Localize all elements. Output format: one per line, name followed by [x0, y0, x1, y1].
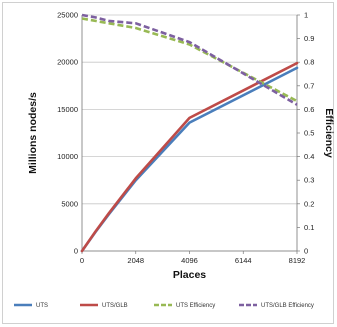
y2-axis-title: Efficiency	[323, 108, 335, 158]
y2-tick-label: 1	[304, 11, 308, 20]
y-tick-label: 5000	[61, 199, 78, 208]
x-tick-label: 8192	[289, 256, 306, 265]
legend-label: UTS/GLB Efficiency	[261, 303, 314, 309]
series-line-3	[81, 13, 298, 106]
y-tick-label: 20000	[57, 58, 78, 67]
x-tick-label: 6144	[235, 256, 252, 265]
y-tick-label: 10000	[57, 152, 78, 161]
x-tick-label: 2048	[127, 256, 144, 265]
y2-tick-label: 0.9	[304, 34, 314, 43]
y2-tick-label: 0.5	[304, 129, 314, 138]
legend-label: UTS	[36, 303, 48, 309]
y2-tick-label: 0.2	[304, 199, 314, 208]
y-tick-label: 15000	[57, 105, 78, 114]
y-axis-title: Millions nodes/s	[27, 92, 39, 174]
x-tick-label: 4096	[181, 256, 198, 265]
series-line-1	[80, 61, 299, 253]
y2-tick-label: 0.4	[304, 152, 314, 161]
y2-tick-label: 0	[304, 247, 308, 256]
x-axis-title: Places	[173, 269, 206, 281]
y-tick-label: 0	[74, 247, 78, 256]
y2-tick-label: 0.8	[304, 58, 314, 67]
chart-frame	[2, 2, 334, 324]
y-tick-label: 25000	[57, 11, 78, 20]
y2-tick-label: 0.7	[304, 81, 314, 90]
y2-tick-label: 0.1	[304, 223, 314, 232]
x-tick-label: 0	[80, 256, 84, 265]
y2-tick-label: 0.6	[304, 105, 314, 114]
legend-label: UTS Efficiency	[176, 303, 215, 309]
y2-tick-label: 0.3	[304, 176, 314, 185]
series-line-0	[80, 66, 299, 253]
series-line-2	[81, 17, 298, 103]
legend-label: UTS/GLB	[102, 303, 128, 309]
